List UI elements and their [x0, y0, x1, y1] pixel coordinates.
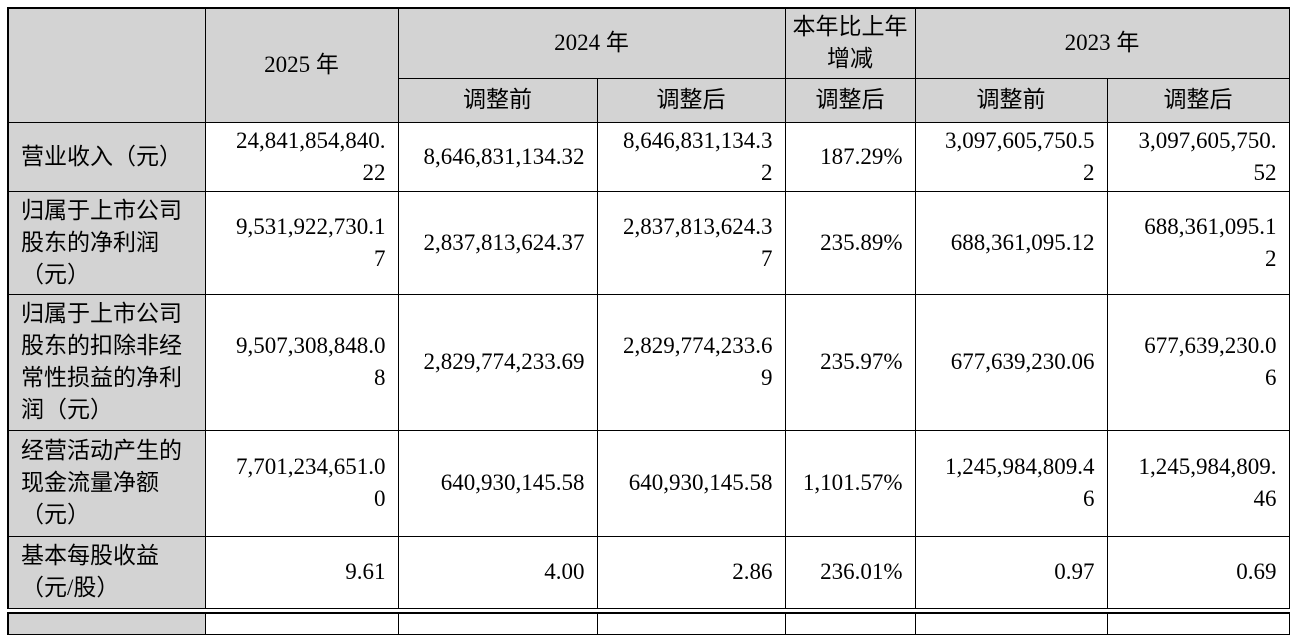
- value-cell: [915, 613, 1107, 635]
- table-row-revenue: 营业收入（元） 24,841,854,840.22 8,646,831,134.…: [8, 122, 1289, 191]
- value-cell: 7,701,234,651.00: [205, 430, 398, 536]
- value-cell: [785, 613, 915, 635]
- header-yoy-change: 本年比上年增减: [785, 8, 915, 78]
- header-2023-before-adjustment: 调整前: [915, 78, 1107, 122]
- value-cell: 187.29%: [785, 122, 915, 191]
- header-year-2024: 2024 年: [398, 8, 785, 78]
- row-label-operating-cash-flow: 经营活动产生的现金流量净额（元）: [8, 430, 205, 536]
- corner-cell: [8, 8, 205, 122]
- header-change-after-adjustment: 调整后: [785, 78, 915, 122]
- header-2024-after-adjustment: 调整后: [597, 78, 785, 122]
- header-year-2025: 2025 年: [205, 8, 398, 122]
- row-label-net-profit: 归属于上市公司股东的净利润（元）: [8, 191, 205, 294]
- value-cell: 24,841,854,840.22: [205, 122, 398, 191]
- value-cell: 1,245,984,809.46: [1107, 430, 1289, 536]
- value-cell: 688,361,095.12: [1107, 191, 1289, 294]
- value-cell: 640,930,145.58: [597, 430, 785, 536]
- table-row-basic-eps: 基本每股收益（元/股） 9.61 4.00 2.86 236.01% 0.97 …: [8, 536, 1289, 608]
- value-cell: 9,531,922,730.17: [205, 191, 398, 294]
- row-label-cell: [8, 613, 205, 635]
- financial-summary-table: 2025 年 2024 年 本年比上年增减 2023 年 调整前 调整后 调整后…: [7, 7, 1290, 609]
- value-cell: 4.00: [398, 536, 597, 608]
- value-cell: [597, 613, 785, 635]
- value-cell: 640,930,145.58: [398, 430, 597, 536]
- value-cell: 3,097,605,750.52: [915, 122, 1107, 191]
- value-cell: 677,639,230.06: [1107, 294, 1289, 430]
- value-cell: [1107, 613, 1289, 635]
- value-cell: 688,361,095.12: [915, 191, 1107, 294]
- value-cell: 2,837,813,624.37: [597, 191, 785, 294]
- table-row: [8, 613, 1289, 635]
- value-cell: 677,639,230.06: [915, 294, 1107, 430]
- header-2023-after-adjustment: 调整后: [1107, 78, 1289, 122]
- value-cell: 2.86: [597, 536, 785, 608]
- value-cell: 235.97%: [785, 294, 915, 430]
- value-cell: [205, 613, 398, 635]
- value-cell: 1,245,984,809.46: [915, 430, 1107, 536]
- value-cell: 1,101.57%: [785, 430, 915, 536]
- table-row-net-profit: 归属于上市公司股东的净利润（元） 9,531,922,730.17 2,837,…: [8, 191, 1289, 294]
- value-cell: 2,837,813,624.37: [398, 191, 597, 294]
- row-label-net-profit-excl-nonrecurring: 归属于上市公司股东的扣除非经常性损益的净利润（元）: [8, 294, 205, 430]
- value-cell: 9.61: [205, 536, 398, 608]
- row-label-revenue: 营业收入（元）: [8, 122, 205, 191]
- table-row-operating-cash-flow: 经营活动产生的现金流量净额（元） 7,701,234,651.00 640,93…: [8, 430, 1289, 536]
- row-label-basic-eps: 基本每股收益（元/股）: [8, 536, 205, 608]
- header-2024-before-adjustment: 调整前: [398, 78, 597, 122]
- value-cell: 0.69: [1107, 536, 1289, 608]
- document-page: 2025 年 2024 年 本年比上年增减 2023 年 调整前 调整后 调整后…: [7, 7, 1291, 635]
- value-cell: 236.01%: [785, 536, 915, 608]
- value-cell: 235.89%: [785, 191, 915, 294]
- value-cell: 9,507,308,848.08: [205, 294, 398, 430]
- value-cell: 8,646,831,134.32: [597, 122, 785, 191]
- next-table-fragment: [7, 612, 1290, 635]
- value-cell: 2,829,774,233.69: [597, 294, 785, 430]
- value-cell: 8,646,831,134.32: [398, 122, 597, 191]
- value-cell: 3,097,605,750.52: [1107, 122, 1289, 191]
- value-cell: 2,829,774,233.69: [398, 294, 597, 430]
- table-row-net-profit-excl-nonrecurring: 归属于上市公司股东的扣除非经常性损益的净利润（元） 9,507,308,848.…: [8, 294, 1289, 430]
- value-cell: 0.97: [915, 536, 1107, 608]
- value-cell: [398, 613, 597, 635]
- header-year-2023: 2023 年: [915, 8, 1289, 78]
